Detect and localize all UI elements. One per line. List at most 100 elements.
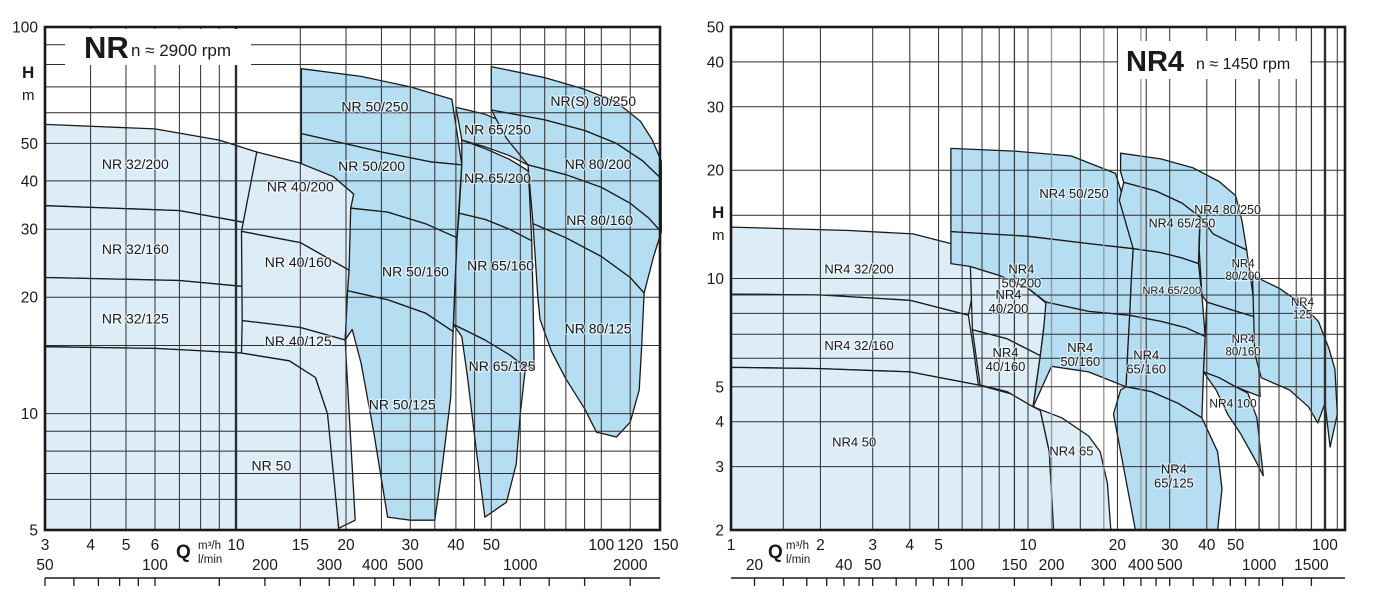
x-axis-unit-lmin: l/min xyxy=(786,554,810,566)
x-tick-m3h: 5 xyxy=(934,537,943,554)
x-tick-lmin: 100 xyxy=(142,557,168,574)
pump-region-label: NR 80/200 xyxy=(565,156,632,172)
y-tick: 30 xyxy=(21,222,39,239)
pump-region-nr4-50-160 xyxy=(1032,301,1131,408)
x-tick-m3h: 30 xyxy=(1161,537,1179,554)
y-tick: 5 xyxy=(29,523,38,540)
pump-region-label: NR 32/160 xyxy=(102,241,169,257)
pump-region-label: NR 40/200 xyxy=(267,178,334,194)
x-tick-m3h: 4 xyxy=(86,537,95,554)
x-tick-m3h: 3 xyxy=(41,537,50,554)
plot-frame xyxy=(729,25,1347,532)
pump-region-label: NR 50/200 xyxy=(338,158,405,174)
y-tick: 100 xyxy=(12,20,38,37)
pump-region-label: NR4 50/160 xyxy=(1060,340,1100,369)
pump-region-nr-40-125 xyxy=(240,319,356,529)
x-axis-unit-lmin: l/min xyxy=(198,554,222,566)
y-tick: 20 xyxy=(707,163,725,180)
chart-nr-2900: NR n ≈ 2900 rpm NR 32/200 NR 32/160 NR 32/12… xyxy=(12,20,679,586)
x-tick-lmin: 1000 xyxy=(1242,557,1277,574)
pump-region-label: NR4 80/160 xyxy=(1226,334,1261,359)
y-tick: 40 xyxy=(21,173,39,190)
pump-region-label: NR(S) 80/250 xyxy=(550,93,636,109)
pump-region-label: NR4 100 xyxy=(1209,396,1257,410)
pump-region-label: NR 80/160 xyxy=(566,212,633,228)
chart-title-box xyxy=(1118,41,1310,79)
x-tick-m3h: 20 xyxy=(337,537,355,554)
y-tick: 4 xyxy=(715,414,724,431)
x-tick-lmin: 500 xyxy=(397,557,423,574)
x-tick-m3h: 50 xyxy=(483,537,501,554)
pump-region-label: NR 50 xyxy=(252,458,292,474)
x-tick-lmin: 1500 xyxy=(1294,557,1329,574)
x-tick-lmin: 40 xyxy=(835,557,853,574)
pump-region-label: NR4 65 xyxy=(1049,444,1093,459)
chart-title: NR4 xyxy=(1126,46,1184,78)
pump-region-label: NR 65/200 xyxy=(464,170,531,186)
x-axis-unit-m3h: m³/h xyxy=(198,540,221,552)
y-tick: 50 xyxy=(707,20,725,37)
pump-region-nr-50 xyxy=(44,346,340,531)
x-tick-m3h: 4 xyxy=(905,537,914,554)
pump-region-nr-50-125 xyxy=(344,290,454,521)
x-tick-lmin: 100 xyxy=(949,557,975,574)
pump-region-label: NR4 65/125 xyxy=(1154,461,1194,490)
x-tick-lmin: 500 xyxy=(1157,557,1183,574)
pump-region-label: NR 40/160 xyxy=(265,254,332,270)
x-tick-m3h: 20 xyxy=(1109,537,1127,554)
y-tick: 5 xyxy=(715,379,724,396)
x-tick-lmin: 150 xyxy=(1001,557,1027,574)
y-tick: 40 xyxy=(707,54,725,71)
y-axis-title: H xyxy=(712,203,724,222)
pump-region-label: NR4 32/200 xyxy=(824,261,893,276)
pump-region-label: NR 50/125 xyxy=(369,396,436,412)
pump-region-nr4-65 xyxy=(1032,406,1112,531)
x-tick-m3h: 30 xyxy=(402,537,420,554)
pump-region-label: NR 80/125 xyxy=(565,321,632,337)
x-axis-title: Q xyxy=(176,542,191,563)
x-tick-m3h: 3 xyxy=(868,537,877,554)
x-tick-lmin: 20 xyxy=(746,557,764,574)
pump-region-nr-80-125 xyxy=(532,223,645,438)
pump-region-nr-65-160 xyxy=(452,212,535,371)
pump-region-label: NR4 65/200 xyxy=(1142,285,1201,297)
pump-region-label: NR4 40/160 xyxy=(986,345,1026,374)
x-axis-title: Q xyxy=(768,542,783,563)
y-axis-title: H xyxy=(22,63,34,82)
x-tick-m3h: 15 xyxy=(292,537,309,554)
y-tick: 10 xyxy=(21,406,39,423)
pump-region-label: NR4 50/250 xyxy=(1039,186,1108,201)
pump-region-label: NR4 80/200 xyxy=(1226,259,1261,284)
y-tick: 3 xyxy=(715,459,724,476)
y-axis-unit: m xyxy=(712,227,725,244)
y-tick: 20 xyxy=(21,290,39,307)
x-tick-lmin: 300 xyxy=(316,557,342,574)
x-tick-m3h: 2 xyxy=(816,537,825,554)
x-tick-m3h: 150 xyxy=(653,537,679,554)
chart-subtitle: n ≈ 2900 rpm xyxy=(131,41,231,60)
pump-region-label: NR 40/125 xyxy=(265,333,332,349)
pump-region-label: NR4 50 xyxy=(832,435,876,450)
chart-subtitle: n ≈ 1450 rpm xyxy=(1196,56,1290,73)
pump-region-label: NR4 80/250 xyxy=(1194,203,1261,217)
pump-region-label: NR 65/250 xyxy=(464,122,531,138)
x-tick-m3h: 100 xyxy=(588,537,614,554)
y-tick: 30 xyxy=(707,99,725,116)
x-axis-unit-m3h: m³/h xyxy=(786,540,809,552)
pump-region-label: NR4 125 xyxy=(1291,297,1315,322)
x-tick-m3h: 100 xyxy=(1312,537,1338,554)
x-tick-lmin: 1000 xyxy=(503,557,538,574)
pump-region-nr4-100 xyxy=(1202,371,1264,477)
y-tick: 50 xyxy=(21,136,39,153)
x-tick-lmin: 200 xyxy=(252,557,278,574)
x-tick-m3h: 6 xyxy=(151,537,160,554)
y-tick: 10 xyxy=(707,271,725,288)
pump-region-nr-65-125 xyxy=(452,323,527,518)
plot-frame xyxy=(43,25,662,532)
x-tick-m3h: 40 xyxy=(1198,537,1216,554)
x-tick-m3h: 50 xyxy=(1227,537,1245,554)
pump-region-label: NR4 65/160 xyxy=(1126,348,1166,377)
pump-region-label: NR 50/250 xyxy=(341,98,408,114)
pump-region-label: NR 32/200 xyxy=(102,156,169,172)
